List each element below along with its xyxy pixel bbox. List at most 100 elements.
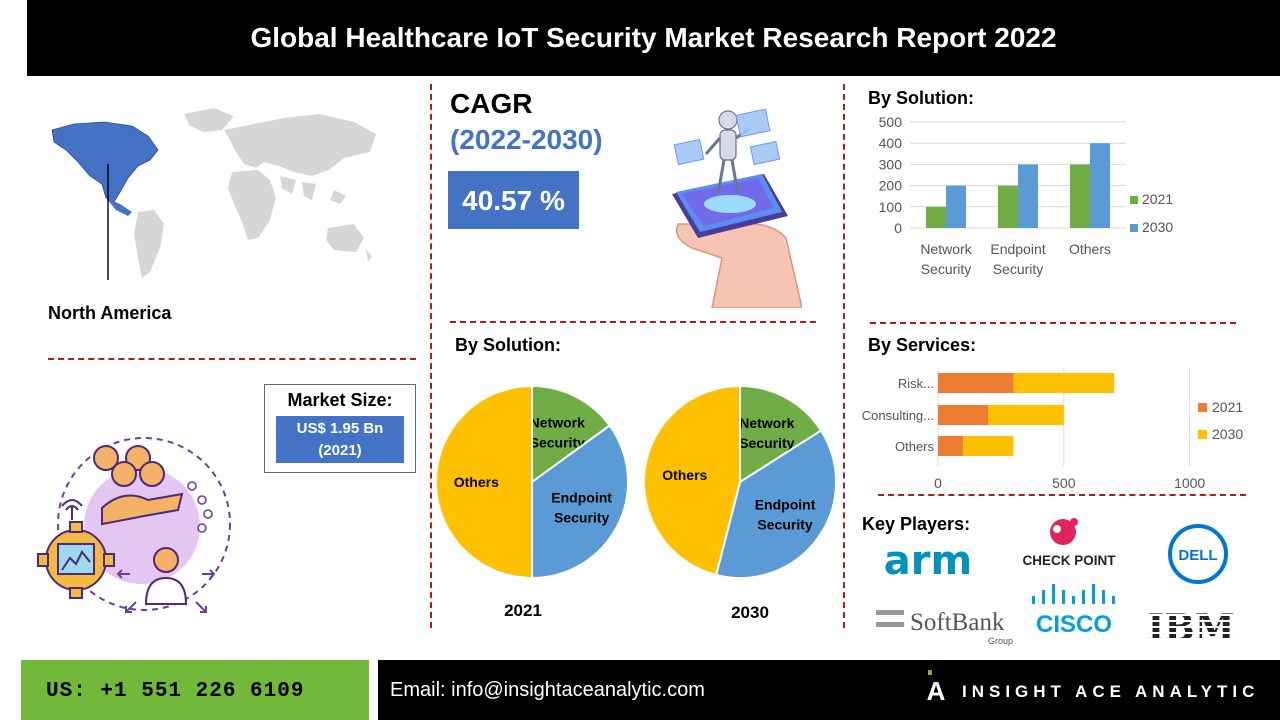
pie-slice-0 (531, 384, 612, 484)
x-tick-label: 1000 (1174, 475, 1205, 491)
map-south-america (134, 210, 164, 278)
bar-2030-0 (946, 185, 966, 228)
bar-2030-1 (1018, 164, 1038, 228)
divider-right-bottom (878, 494, 1246, 496)
pie-caption-2021: 2021 (504, 601, 542, 620)
pie-label: Security (739, 435, 794, 451)
footer-email-panel (378, 660, 1280, 720)
brand-logo-icon: A (927, 670, 946, 704)
x-category-label: Security (993, 261, 1044, 277)
legend-label: 2030 (1142, 219, 1173, 235)
y-tick-label: 300 (879, 156, 903, 172)
y-category-label: Others (895, 439, 935, 454)
y-tick-label: 500 (879, 114, 903, 130)
pie-label: Security (554, 509, 609, 525)
solution-bar-chart: 0 100 200 300 400 500 Network Security Endpoint… (879, 114, 1174, 277)
svg-text:Group: Group (988, 636, 1013, 646)
legend-label: 2021 (1212, 399, 1243, 415)
legend-swatch-2030 (1198, 430, 1207, 439)
divider-vertical-right (843, 84, 845, 628)
cisco-bars-icon (1032, 584, 1115, 604)
pie-chart-2021: Network Security Endpoint Security Others (435, 384, 629, 580)
pie-caption-2030: 2030 (731, 603, 769, 622)
bar-chart-x-labels: Network Security Endpoint Security Others (920, 241, 1111, 277)
divider-middle (450, 321, 816, 323)
x-category-label: Security (921, 261, 972, 277)
svg-text:SoftBank: SoftBank (910, 609, 1005, 636)
legend-swatch-2021 (1130, 196, 1138, 204)
pie-label: Others (454, 474, 499, 490)
legend-swatch-2021 (1198, 403, 1207, 412)
y-category-label: Risk... (898, 376, 934, 391)
page-title: Global Healthcare IoT Security Market Re… (250, 22, 1057, 53)
pie-label: Network (530, 414, 585, 430)
dell-logo: DELL (1168, 524, 1228, 584)
y-tick-label: 0 (894, 220, 902, 236)
bar-2030-2 (1090, 143, 1110, 228)
map-north-america (51, 121, 159, 203)
map-eurasia (224, 114, 376, 176)
pie-label: Endpoint (755, 497, 816, 513)
pie-label: Others (662, 467, 707, 483)
pie-slice-1 (714, 429, 837, 579)
services-chart-title: By Services: (868, 335, 977, 355)
divider-vertical-left (430, 84, 432, 628)
y-category-label: Consulting... (862, 408, 934, 423)
world-map (51, 108, 376, 280)
softbank-logo: SoftBank Group (876, 609, 1013, 646)
pie-label: Security (757, 517, 812, 533)
map-india (302, 182, 316, 200)
cagr-period: (2022-2030) (450, 124, 603, 155)
services-bar-chart: Risk... Consulting... Others 0 500 1000 2021… (862, 368, 1243, 491)
map-nz (366, 250, 372, 262)
bar-2030-0 (1013, 373, 1115, 393)
market-size-year: (2021) (318, 442, 362, 459)
market-size-value-box (276, 416, 404, 463)
checkpoint-logo: CHECK POINT (1022, 518, 1116, 568)
map-greenland (184, 108, 234, 132)
legend-swatch-2030 (1130, 224, 1138, 232)
services-chart-bars (938, 373, 1115, 456)
pie-label: Endpoint (551, 489, 612, 505)
bar-2021-1 (998, 185, 1018, 228)
map-australia (326, 224, 364, 252)
bar-2030-1 (988, 405, 1064, 425)
footer-phone: US: +1 551 226 6109 (46, 680, 305, 703)
bar-2021-0 (938, 373, 1014, 393)
header-bar (27, 0, 1280, 76)
arm-logo: arm (884, 540, 972, 582)
map-africa (228, 170, 276, 240)
pie-slice-0 (739, 384, 823, 484)
pie-slice-1 (531, 424, 629, 580)
bar-chart-bars (926, 143, 1110, 228)
hand-icon (675, 223, 802, 308)
region-label: North America (48, 303, 172, 323)
legend-label: 2030 (1212, 426, 1243, 442)
pie-slice-2 (643, 384, 741, 577)
bar-chart-y-ticks: 0 100 200 300 400 500 (879, 114, 903, 236)
y-tick-label: 200 (879, 178, 903, 194)
pie-section-title: By Solution: (455, 335, 561, 355)
services-chart-y-labels: Risk... Consulting... Others (862, 376, 935, 454)
market-size-title: Market Size: (287, 390, 393, 410)
bar-2021-2 (938, 436, 964, 456)
x-tick-label: 500 (1052, 475, 1076, 491)
cagr-value: 40.57 % (462, 185, 565, 216)
footer-phone-panel (21, 660, 369, 720)
hand-phone-robot-illustration (672, 108, 802, 308)
pie-label: Security (530, 434, 585, 450)
y-tick-label: 100 (879, 199, 903, 215)
svg-text:arm: arm (884, 540, 972, 582)
divider-left (48, 358, 416, 360)
footer-email[interactable]: Email: info@insightaceanalytic.com (390, 679, 705, 701)
market-size-value: US$ 1.95 Bn (296, 420, 384, 437)
brand-name: INSIGHT ACE ANALYTIC (962, 682, 1260, 701)
cagr-value-box (448, 171, 579, 229)
bar-2021-2 (1070, 164, 1090, 228)
services-chart-legend: 2021 2030 (1198, 399, 1243, 442)
map-sea (330, 190, 346, 204)
pie-slice-2 (435, 384, 533, 580)
svg-text:CHECK POINT: CHECK POINT (1022, 553, 1116, 568)
svg-text:DELL: DELL (1178, 547, 1217, 564)
bar-2030-2 (963, 436, 1014, 456)
